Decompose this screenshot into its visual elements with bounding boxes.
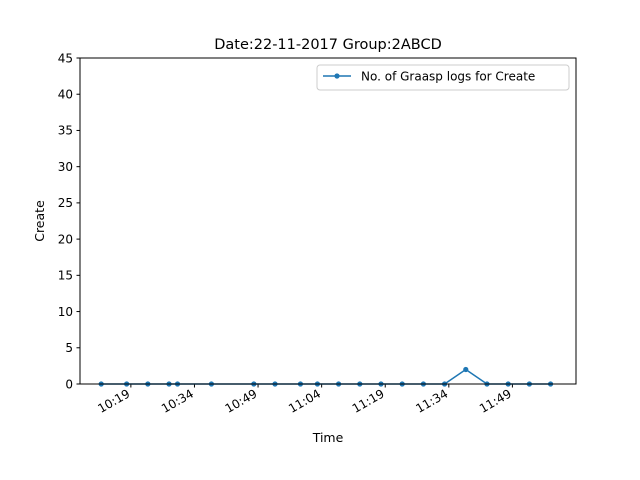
y-tick-label: 40 [58, 88, 73, 102]
chart-title: Date:22-11-2017 Group:2ABCD [214, 37, 442, 53]
y-axis-label: Create [32, 200, 47, 242]
x-tick-label: 10:19 [95, 386, 132, 415]
x-tick-label: 10:34 [159, 386, 196, 415]
axes-frame [79, 57, 577, 385]
y-tick-label: 35 [58, 124, 73, 138]
x-tick-label: 10:49 [223, 386, 260, 415]
y-tick-label: 20 [58, 232, 73, 246]
y-tick-label: 15 [58, 269, 73, 283]
legend-marker-swatch [334, 73, 340, 79]
y-tick-label: 30 [58, 160, 73, 174]
y-tick-label: 0 [65, 377, 73, 391]
y-tick-label: 45 [58, 51, 73, 65]
x-tick-label: 11:34 [413, 386, 450, 415]
legend-box [316, 64, 570, 91]
y-tick-label: 10 [58, 305, 73, 319]
legend-label: No. of Graasp logs for Create [361, 70, 535, 84]
x-tick-label: 11:49 [477, 386, 514, 415]
x-axis-label: Time [312, 430, 344, 445]
plot-area: 0 5 10 15 20 25 30 35 40 45 10:19 10:34 10:49 11:04 11… [58, 51, 554, 416]
legend: No. of Graasp logs for Create [316, 64, 570, 91]
x-tick-label: 11:04 [286, 386, 323, 415]
data-point [463, 366, 469, 373]
y-tick-label: 25 [58, 196, 73, 210]
x-tick-label: 11:19 [350, 386, 387, 415]
y-tick-label: 5 [65, 341, 73, 355]
